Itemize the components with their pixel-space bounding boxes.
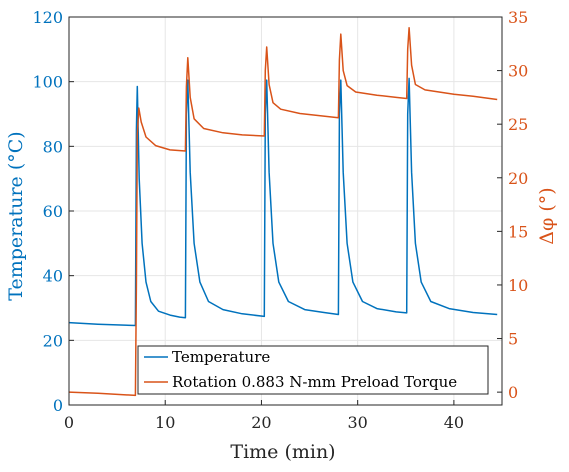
x-tick-label: 0 xyxy=(64,413,74,432)
left-y-tick-label: 120 xyxy=(32,8,63,27)
left-y-tick-label: 80 xyxy=(43,137,63,156)
x-tick-label: 20 xyxy=(251,413,271,432)
x-axis-title: Time (min) xyxy=(230,441,335,463)
x-tick-label: 10 xyxy=(155,413,175,432)
right-y-tick-label: 0 xyxy=(508,383,518,402)
left-y-tick-label: 60 xyxy=(43,202,63,221)
right-y-tick-label: 20 xyxy=(508,169,528,188)
left-y-tick-label: 20 xyxy=(43,331,63,350)
x-tick-label: 30 xyxy=(347,413,367,432)
left-y-tick-label: 0 xyxy=(53,396,63,415)
legend-temperature-label: Temperature xyxy=(172,348,270,366)
legend-rotation-label: Rotation 0.883 N-mm Preload Torque xyxy=(172,373,457,391)
right-y-tick-label: 30 xyxy=(508,62,528,81)
right-y-tick-label: 5 xyxy=(508,330,518,349)
legend: Temperature Rotation 0.883 N-mm Preload … xyxy=(138,346,488,394)
left-y-axis-title: Temperature (°C) xyxy=(5,131,27,300)
right-y-tick-label: 10 xyxy=(508,276,528,295)
right-y-tick-label: 25 xyxy=(508,115,528,134)
right-y-tick-label: 35 xyxy=(508,8,528,27)
left-y-tick-label: 100 xyxy=(32,73,63,92)
right-y-tick-label: 15 xyxy=(508,222,528,241)
x-tick-label: 40 xyxy=(444,413,464,432)
right-y-axis-title: Δφ (°) xyxy=(536,187,558,244)
left-y-tick-label: 40 xyxy=(43,267,63,286)
temperature-series-line xyxy=(69,78,497,325)
